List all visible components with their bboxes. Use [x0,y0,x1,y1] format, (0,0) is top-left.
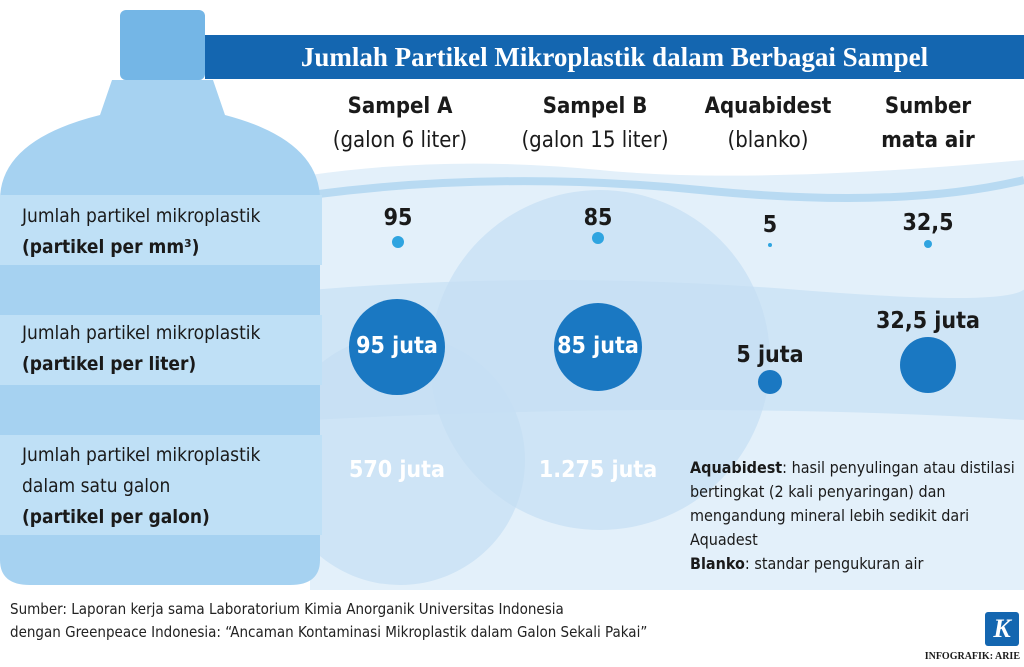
cell: 95 [383,205,413,231]
cell: 85 juta [557,333,639,359]
bottle-rib [0,435,322,535]
bubble [392,236,404,248]
note: Blanko: standar pengukuran air [690,554,924,573]
wave [309,176,1024,202]
credit: INFOGRAFIK: ARIE [924,651,1020,662]
bubble [554,303,642,391]
bottle-rib [0,315,322,385]
note: Aquabidest: hasil penyulingan atau disti… [690,458,1015,549]
column-header: Aquabidest (blanko) [704,94,832,153]
bottle-rib [0,195,322,265]
bubble [349,299,445,395]
cell: 32,5 [902,210,954,236]
column-header: Sampel B (galon 15 liter) [521,94,669,153]
column-header: Sampel A (galon 6 liter) [332,94,468,153]
row-label: Jumlah partikel mikroplastik dalam satu g… [22,444,261,528]
cell: 570 juta [348,457,446,483]
logo: K [985,612,1019,646]
column-header: Sumber mata air [881,94,975,153]
bubble [592,232,604,244]
title: Jumlah Partikel Mikroplastik dalam Berba… [205,35,1024,79]
bubble [758,370,782,394]
cell: 95 juta [356,333,438,359]
source: Sumber: Laporan kerja sama Laboratorium … [10,600,648,641]
bubble [924,240,932,248]
bubble [768,243,772,247]
gallon-circle [275,335,525,585]
cell: 32,5 juta [876,308,980,334]
bubble [900,337,956,393]
cell: 1.275 juta [538,457,658,483]
notes: Aquabidest: hasil penyulingan atau disti… [690,456,1020,576]
cell: 5 [762,212,778,238]
bottle-cap [120,10,205,80]
row-label: Jumlah partikel mikroplastik (partikel pe… [22,205,261,258]
row-label: Jumlah partikel mikroplastik (partikel pe… [22,322,261,375]
cell: 85 [583,205,613,231]
cell: 5 juta [736,342,804,368]
